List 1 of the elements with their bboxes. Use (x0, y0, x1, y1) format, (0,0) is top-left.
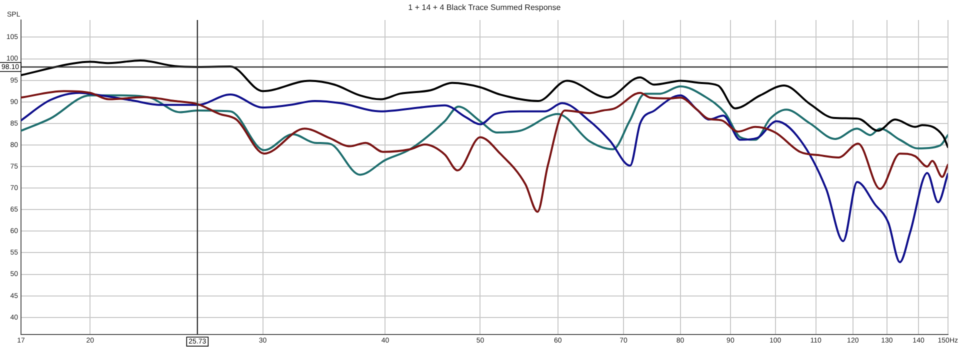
chart-title: 1 + 14 + 4 Black Trace Summed Response (408, 3, 562, 12)
